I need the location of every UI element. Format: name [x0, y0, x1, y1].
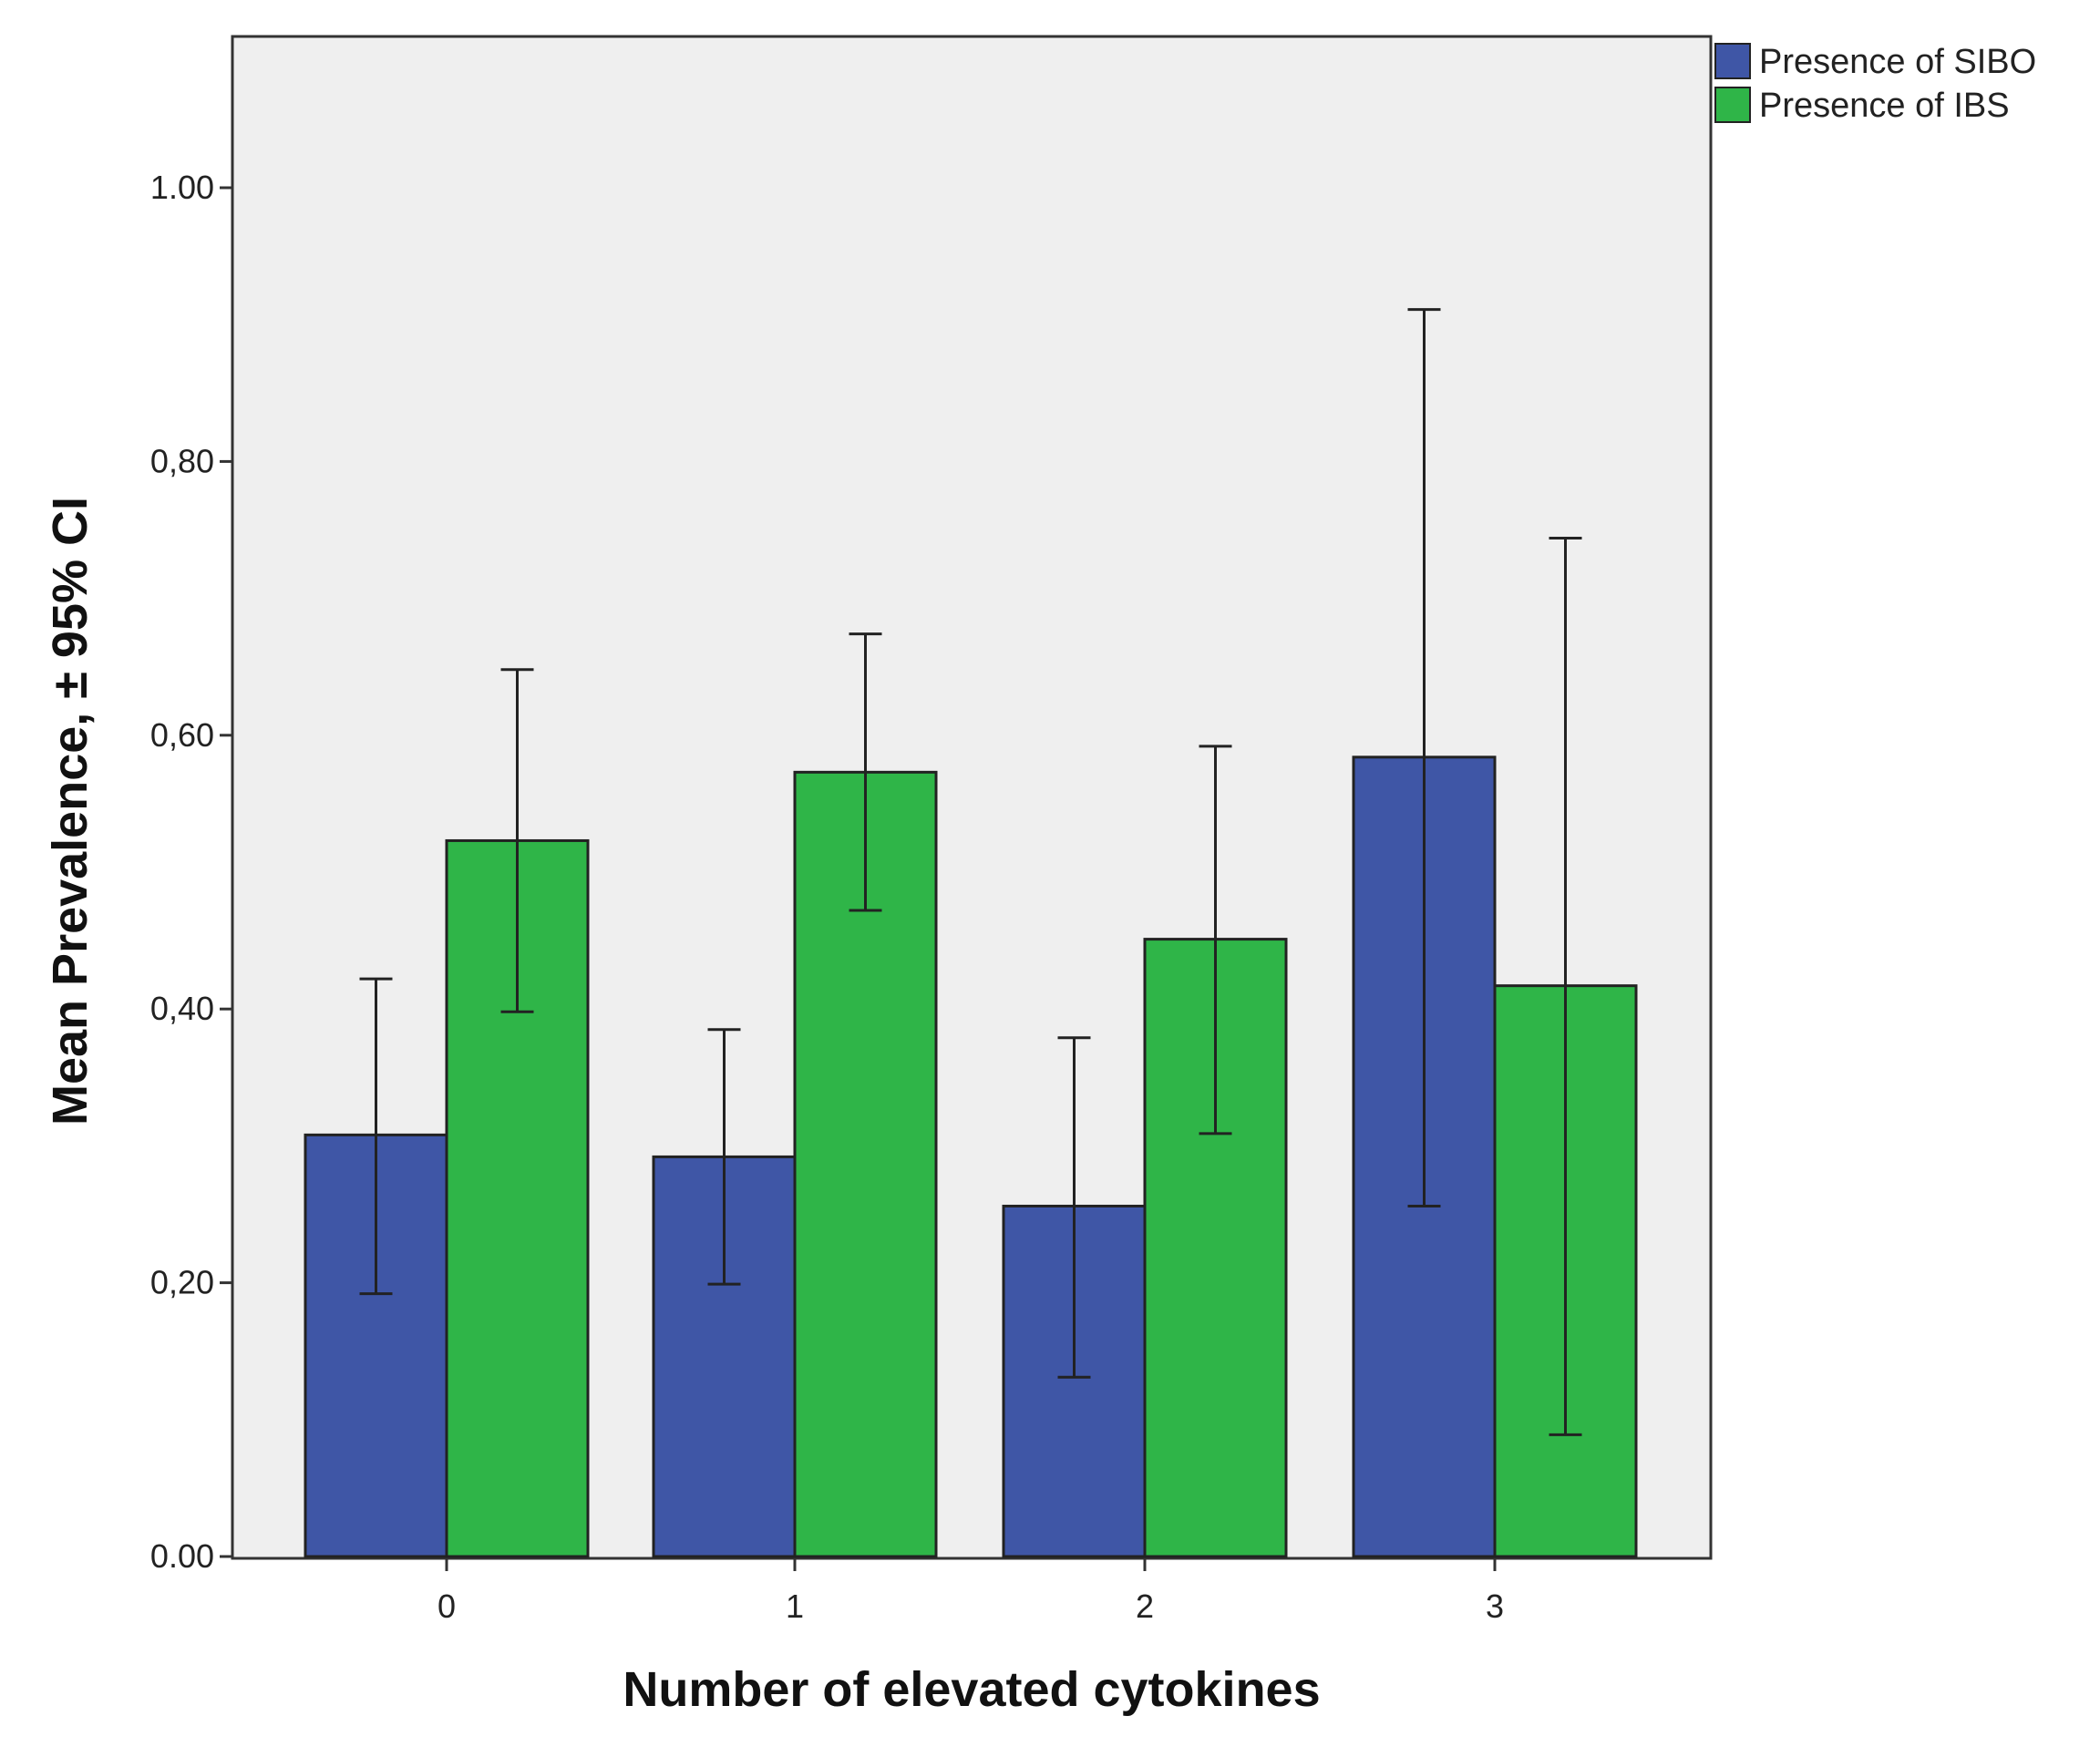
- y-tick-label: 0,40: [150, 990, 214, 1027]
- error-bar-presence-of-sibo-0: [359, 977, 393, 1296]
- y-axis-title: Mean Prevalence, ± 95% CI: [43, 497, 98, 1125]
- error-bar-presence-of-ibs-1: [849, 632, 882, 912]
- x-tick-label: 2: [1136, 1587, 1154, 1625]
- x-tick-label: 0: [438, 1587, 456, 1625]
- error-bar-presence-of-sibo-2: [1057, 1036, 1091, 1379]
- error-bar-presence-of-sibo-3: [1407, 308, 1441, 1207]
- error-bar-presence-of-ibs-2: [1199, 745, 1232, 1135]
- y-tick-label: 0,80: [150, 442, 214, 479]
- x-tick-label: 3: [1486, 1587, 1504, 1625]
- legend-label: Presence of IBS: [1759, 87, 2010, 125]
- x-axis-title: Number of elevated cytokines: [623, 1662, 1320, 1717]
- error-bar-presence-of-sibo-1: [707, 1028, 741, 1286]
- y-tick-label: 0.00: [150, 1537, 214, 1575]
- error-bar-presence-of-ibs-0: [500, 668, 534, 1013]
- y-tick-label: 1.00: [150, 169, 214, 206]
- error-bar-presence-of-ibs-3: [1549, 537, 1582, 1436]
- legend-label: Presence of SIBO: [1759, 43, 2036, 81]
- legend-swatch: [1714, 43, 1751, 79]
- x-tick-label: 1: [786, 1587, 804, 1625]
- y-tick-label: 0,20: [150, 1264, 214, 1301]
- legend-swatch: [1714, 87, 1751, 123]
- legend: Presence of SIBO Presence of IBS: [1714, 43, 2036, 125]
- y-tick-label: 0,60: [150, 716, 214, 754]
